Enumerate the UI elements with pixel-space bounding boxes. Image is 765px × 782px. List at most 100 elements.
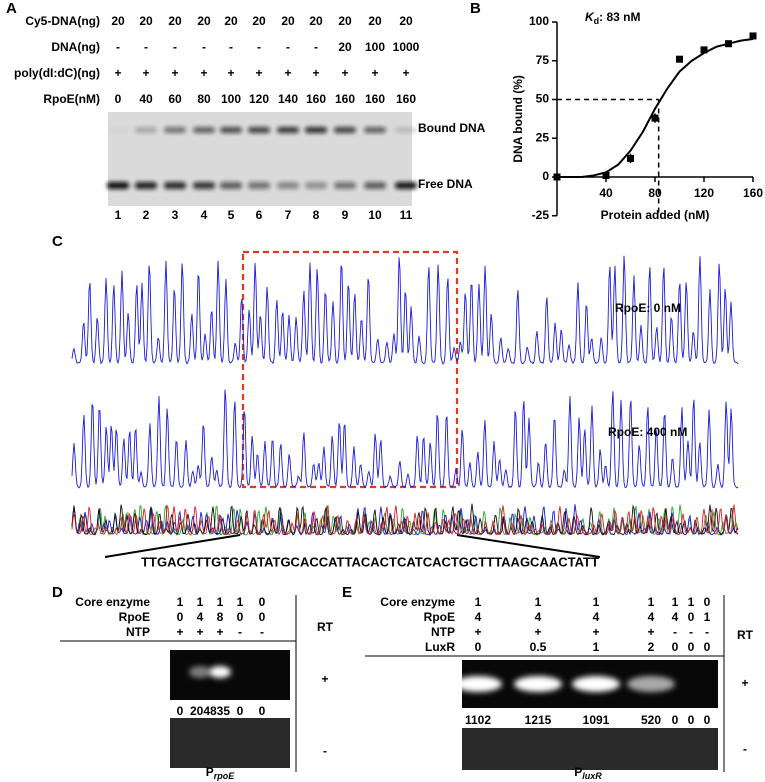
cell: 20 xyxy=(139,14,153,28)
cell: + xyxy=(196,625,203,639)
cell: 4 xyxy=(593,610,600,624)
annotation-sub: d xyxy=(594,16,600,26)
gel-band xyxy=(364,182,386,189)
row-label: LuxR xyxy=(425,640,455,654)
quantity: 520 xyxy=(641,713,661,727)
cell: + xyxy=(227,66,234,80)
cell: - xyxy=(238,625,242,639)
row-label: poly(dI:dC)(ng) xyxy=(14,66,100,80)
cell: - xyxy=(689,625,693,639)
cell: 100 xyxy=(221,92,241,106)
cell: + xyxy=(592,625,599,639)
gel-band xyxy=(334,127,356,133)
condition-label: RpoE: 400 nM xyxy=(608,425,687,439)
cell: 1 xyxy=(475,595,482,609)
point xyxy=(553,173,561,181)
annotation-rest: : 83 nM xyxy=(599,10,640,24)
chromatogram xyxy=(71,255,739,365)
cell: - xyxy=(202,40,206,54)
row-label: RpoE xyxy=(119,610,150,624)
cell: + xyxy=(255,66,262,80)
point xyxy=(627,154,634,162)
cell: 8 xyxy=(217,610,224,624)
cell: 80 xyxy=(197,92,211,106)
gel-band xyxy=(189,666,211,678)
cell: 0.5 xyxy=(530,640,547,654)
gel-band xyxy=(395,182,417,189)
gel xyxy=(170,650,290,700)
cell: 40 xyxy=(139,92,153,106)
panel-label: C xyxy=(52,233,63,250)
cell: 0 xyxy=(475,640,482,654)
rt-label: RT xyxy=(737,628,754,642)
cell: 160 xyxy=(365,92,385,106)
rt-label: RT xyxy=(317,620,334,634)
x-tick-label: 160 xyxy=(743,186,763,200)
cell: 20 xyxy=(252,14,266,28)
cell: 140 xyxy=(278,92,298,106)
cell: 160 xyxy=(335,92,355,106)
rt-row: + xyxy=(741,676,748,690)
cell: 1 xyxy=(593,595,600,609)
gel-band xyxy=(514,676,562,692)
cell: 0 xyxy=(259,610,266,624)
row-label: NTP xyxy=(431,625,455,639)
gel-band xyxy=(364,127,386,133)
x-axis-label: Protein added (nM) xyxy=(601,208,710,222)
cell: + xyxy=(371,66,378,80)
row-label: NTP xyxy=(126,625,150,639)
cell: 0 xyxy=(688,610,695,624)
quantity: 0 xyxy=(672,713,679,727)
band-label: Free DNA xyxy=(418,177,473,191)
quantity: 0 xyxy=(259,704,266,718)
row-label: Cy5-DNA(ng) xyxy=(25,14,100,28)
gel-band xyxy=(334,182,356,189)
lane-number: 5 xyxy=(228,208,235,222)
cell: 1 xyxy=(237,595,244,609)
chromatogram xyxy=(71,389,739,489)
cell: + xyxy=(312,66,319,80)
cell: - xyxy=(260,625,264,639)
cell: 4 xyxy=(648,610,655,624)
gel-band xyxy=(209,666,231,678)
cell: - xyxy=(116,40,120,54)
cell: + xyxy=(284,66,291,80)
point xyxy=(700,46,708,54)
cell: 160 xyxy=(396,92,416,106)
lane-number: 6 xyxy=(256,208,263,222)
panel-label: E xyxy=(342,584,352,601)
annotation: Kd: 83 nM xyxy=(585,10,641,26)
gel-band xyxy=(248,127,270,133)
row-label: DNA(ng) xyxy=(51,40,100,54)
quantity: 0 xyxy=(177,704,184,718)
lane-number: 7 xyxy=(285,208,292,222)
y-tick-label: -25 xyxy=(532,208,550,222)
cell: 160 xyxy=(306,92,326,106)
cell: 1 xyxy=(593,640,600,654)
sequencing-trace xyxy=(71,504,739,536)
gel xyxy=(462,728,718,770)
rt-row: + xyxy=(321,672,328,686)
y-tick-label: 75 xyxy=(536,53,550,67)
cell: 20 xyxy=(111,14,125,28)
cell: 1 xyxy=(704,610,711,624)
quantity: 0 xyxy=(237,704,244,718)
gel-band xyxy=(164,127,186,133)
y-tick-label: 50 xyxy=(536,92,550,106)
cell: 1 xyxy=(648,595,655,609)
cell: 2 xyxy=(648,640,655,654)
cell: + xyxy=(474,625,481,639)
point xyxy=(651,114,659,122)
cell: + xyxy=(171,66,178,80)
cell: 20 xyxy=(338,14,352,28)
rt-row: - xyxy=(743,742,747,756)
cell: 60 xyxy=(168,92,182,106)
gel-band xyxy=(193,127,215,133)
cell: 1000 xyxy=(393,40,420,54)
lane-number: 4 xyxy=(201,208,208,222)
gel-band xyxy=(277,127,299,133)
cell: 4 xyxy=(197,610,204,624)
rt-row: - xyxy=(323,744,327,758)
cell: 1 xyxy=(197,595,204,609)
